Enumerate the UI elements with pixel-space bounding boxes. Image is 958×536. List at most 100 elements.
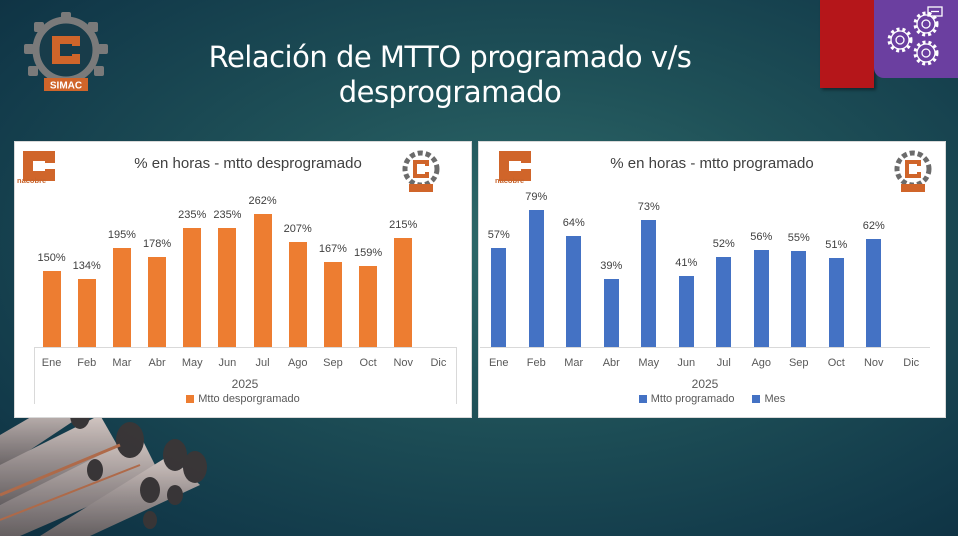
legend-label: Mtto desporgramado	[198, 393, 300, 405]
x-tick-label: Sep	[788, 357, 809, 369]
x-tick-label: Mar	[564, 357, 584, 369]
plot-border	[456, 347, 457, 404]
red-accent-block	[820, 0, 874, 88]
data-label: 41%	[675, 256, 698, 269]
x-tick-label: Abr	[602, 357, 620, 369]
svg-text:SIMAC: SIMAC	[50, 81, 82, 92]
page-title: Relación de MTTO programado v/s desprogr…	[150, 40, 750, 110]
bar-nov[interactable]	[866, 239, 882, 347]
data-label: 167%	[318, 243, 347, 256]
bar-ene[interactable]	[42, 270, 61, 347]
bar-jul[interactable]	[716, 256, 732, 347]
data-label: 57%	[487, 228, 510, 241]
x-axis-line	[34, 347, 456, 348]
bar-sep[interactable]	[791, 251, 807, 347]
bar-ago[interactable]	[753, 249, 769, 347]
simac-logo: SIMAC	[24, 12, 108, 92]
title-line-1: Relación de MTTO programado v/s	[208, 40, 692, 74]
data-label: 73%	[637, 200, 660, 213]
legend: Mtto programado Mes	[479, 393, 945, 405]
x-tick-label: Mar	[112, 357, 132, 369]
bar-ene[interactable]	[491, 247, 507, 347]
plot-area: 57% Ene 79% Feb 64% Mar 39% Abr 73% May 41% Jun 52% J…	[479, 142, 945, 417]
x-tick-label: Sep	[323, 357, 343, 369]
data-label: 215%	[389, 218, 418, 231]
x-tick-label: Jun	[677, 357, 696, 369]
x-tick-label: Dic	[430, 357, 447, 369]
x-tick-label: Oct	[827, 357, 845, 369]
bar-sep[interactable]	[323, 262, 342, 347]
x-axis-title: 2025	[231, 377, 259, 391]
simac-mini-logo	[894, 150, 932, 192]
bar-abr[interactable]	[603, 279, 619, 347]
data-label: 134%	[72, 260, 101, 273]
x-tick-label: Feb	[526, 357, 546, 369]
nacobre-logo	[23, 151, 55, 181]
x-tick-label: Feb	[77, 357, 97, 369]
x-tick-label: Nov	[393, 357, 414, 369]
legend-swatch	[638, 395, 647, 403]
x-axis-line	[480, 347, 930, 348]
x-tick-label: May	[181, 357, 203, 369]
data-label: 235%	[213, 208, 242, 221]
x-tick-label: Jun	[218, 357, 237, 369]
x-tick-label: May	[638, 357, 660, 369]
bar-mar[interactable]	[566, 235, 582, 347]
gears-icon	[887, 6, 943, 66]
data-label: 178%	[143, 237, 172, 250]
x-tick-label: Oct	[359, 357, 377, 369]
x-tick-label: Ago	[751, 357, 772, 369]
plot-area: 150% Ene 134% Feb 195% Mar 178% Abr 235% May 235% J…	[15, 142, 471, 417]
x-tick-label: Ene	[488, 357, 509, 369]
legend-swatch	[752, 395, 761, 403]
data-label: 51%	[825, 239, 848, 252]
nacobre-logo-text: nacobre	[17, 176, 47, 185]
x-tick-label: Nov	[863, 357, 884, 369]
data-label: 150%	[37, 251, 66, 264]
bar-jun[interactable]	[678, 275, 694, 347]
bar-jun[interactable]	[218, 227, 237, 347]
bar-ago[interactable]	[288, 242, 307, 347]
data-label: 55%	[787, 232, 810, 245]
bar-may[interactable]	[183, 227, 202, 347]
data-label: 159%	[354, 247, 383, 260]
x-tick-label: Ago	[287, 357, 308, 369]
bar-may[interactable]	[641, 219, 657, 347]
x-axis-title: 2025	[691, 377, 719, 391]
chart-mtto-desprogramado: nacobre % en horas - mtto desprogramado …	[14, 141, 472, 418]
data-label: 195%	[107, 229, 136, 242]
data-label: 39%	[600, 260, 623, 273]
legend-item[interactable]: Mtto programado	[638, 393, 734, 405]
data-label: 52%	[712, 237, 735, 250]
gears-tile	[874, 0, 958, 78]
bar-oct[interactable]	[828, 258, 844, 347]
legend-item[interactable]: Mes	[752, 393, 785, 405]
data-label: 262%	[248, 195, 277, 208]
x-tick-label: Jul	[255, 357, 270, 369]
legend-item[interactable]: Mtto desporgramado	[186, 393, 300, 405]
x-tick-label: Ene	[41, 357, 62, 369]
x-tick-label: Abr	[148, 357, 166, 369]
bar-feb[interactable]	[528, 209, 544, 347]
title-line-2: desprogramado	[338, 75, 562, 109]
data-label: 62%	[862, 220, 885, 233]
bar-jul[interactable]	[253, 214, 272, 347]
copper-pipes-image	[0, 400, 207, 536]
chart-title: % en horas - mtto programado	[610, 155, 814, 172]
data-label: 64%	[562, 216, 585, 229]
legend-swatch	[186, 395, 195, 403]
data-label: 207%	[283, 223, 312, 236]
bar-abr[interactable]	[148, 256, 167, 347]
legend-label: Mes	[764, 393, 786, 405]
plot-border	[34, 347, 35, 404]
bar-oct[interactable]	[359, 266, 378, 347]
data-label: 56%	[750, 230, 773, 243]
x-tick-label: Jul	[716, 357, 731, 369]
legend: Mtto desporgramado	[15, 393, 471, 405]
bar-mar[interactable]	[112, 248, 131, 347]
bar-feb[interactable]	[77, 279, 96, 347]
nacobre-logo	[499, 151, 531, 181]
data-label: 79%	[525, 190, 548, 203]
bar-nov[interactable]	[394, 237, 413, 347]
x-tick-label: Dic	[903, 357, 920, 369]
